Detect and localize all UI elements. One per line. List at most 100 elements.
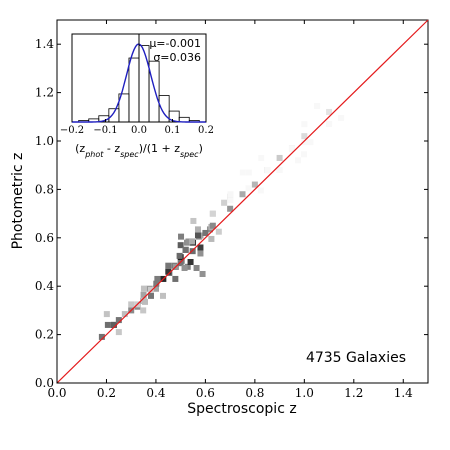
density-cell (257, 187, 264, 194)
density-cell (215, 228, 222, 235)
y-tick-label: 1.4 (35, 37, 54, 51)
density-layer (98, 102, 345, 340)
density-cell (194, 232, 201, 239)
density-cell (178, 233, 185, 240)
inset-mu-label: μ=-0.001 (149, 37, 201, 50)
density-cell (276, 154, 283, 161)
reference-line (56, 19, 429, 384)
x-tick-label: 0.4 (146, 386, 165, 400)
inset-tick-label: −0.1 (93, 125, 117, 136)
x-tick-label: 0.8 (245, 386, 264, 400)
density-cell (188, 238, 195, 245)
inset-sigma-label: σ=0.036 (153, 51, 201, 64)
x-tick-label: 1.2 (344, 386, 363, 400)
y-tick-label: 1.0 (35, 134, 54, 148)
y-tick-label: 0.2 (35, 328, 54, 342)
inset-x-axis-label: (zphot - zspec)/(1 + zspec) (75, 142, 203, 159)
density-cell (239, 191, 246, 198)
density-cell (98, 333, 105, 340)
inset-tick-label: −0.2 (60, 125, 84, 136)
density-cell (177, 260, 184, 267)
density-cell (288, 145, 295, 152)
x-axis-label: Spectroscopic z (187, 401, 296, 417)
inset-histogram (78, 45, 200, 123)
inset-tick-label: 0.1 (165, 125, 181, 136)
density-cell (197, 250, 204, 257)
density-cell (221, 199, 228, 206)
density-cell (245, 169, 252, 176)
density-cell (199, 271, 206, 277)
inset-x-ticks: −0.2 −0.1 0.0 0.1 0.2 (60, 119, 214, 136)
density-cell (227, 191, 234, 198)
density-cell (153, 280, 160, 287)
y-axis-label: Photometric z (10, 153, 26, 250)
density-cell (128, 301, 135, 308)
y-tick-label: 0.6 (35, 231, 54, 245)
density-cell (301, 139, 308, 146)
y-tick-label: 1.2 (35, 86, 54, 100)
density-cell (184, 263, 191, 270)
density-cell (147, 292, 154, 299)
inset-tick-label: 0.0 (131, 125, 147, 136)
density-cell (165, 262, 172, 269)
x-tick-label: 0.0 (47, 386, 66, 400)
density-cell (140, 307, 147, 314)
density-cell (110, 321, 117, 328)
density-cell (326, 108, 333, 115)
density-cell (176, 252, 183, 259)
density-cell (208, 235, 215, 242)
density-cell (326, 120, 333, 127)
density-cell (103, 311, 110, 318)
density-cell (197, 244, 204, 251)
density-cell (172, 275, 179, 282)
density-cell (140, 285, 147, 292)
inset-tick-label: 0.2 (198, 125, 214, 136)
density-cell (187, 259, 194, 265)
density-cell (159, 292, 166, 299)
x-tick-label: 0.6 (196, 386, 215, 400)
x-tick-label: 1.4 (394, 386, 413, 400)
density-cell (245, 185, 252, 192)
density-cell (121, 311, 128, 318)
density-cell (314, 102, 321, 109)
density-cell (294, 157, 301, 164)
density-cell (115, 317, 122, 324)
density-cell (202, 229, 209, 236)
inset-bar (158, 95, 170, 123)
galaxy-count-annotation: 4735 Galaxies (306, 350, 406, 366)
density-cell (152, 285, 159, 292)
x-tick-label: 1.0 (295, 386, 314, 400)
density-cell (185, 238, 192, 245)
x-tick-label: 0.2 (97, 386, 116, 400)
density-cell (307, 139, 314, 146)
density-cell (338, 114, 345, 121)
y-tick-label: 0.0 (35, 376, 54, 390)
density-cell (301, 121, 308, 128)
y-ticks: 0.0 0.2 0.4 0.6 0.8 1.0 1.2 1.4 (35, 37, 428, 390)
y-tick-label: 0.4 (35, 279, 54, 293)
y-tick-label: 0.8 (35, 182, 54, 196)
density-cell (115, 329, 122, 336)
density-cell (227, 197, 234, 204)
density-cell (209, 222, 216, 229)
density-cell (251, 181, 258, 188)
density-cell (258, 155, 265, 162)
density-cell (182, 246, 189, 253)
density-cell (190, 217, 197, 224)
density-cell (141, 298, 148, 305)
density-cell (181, 265, 188, 271)
density-cell (209, 210, 216, 217)
density-cell (300, 151, 307, 158)
density-cell (264, 166, 271, 173)
main-plot-frame (56, 19, 429, 384)
density-cell (194, 226, 201, 233)
density-cell (154, 275, 161, 282)
density-cell (301, 133, 308, 140)
inset-bar (168, 110, 180, 123)
density-cell (165, 268, 172, 275)
density-cell (189, 248, 196, 255)
density-cell (104, 321, 111, 328)
density-cell (193, 265, 200, 271)
density-cell (177, 242, 184, 249)
